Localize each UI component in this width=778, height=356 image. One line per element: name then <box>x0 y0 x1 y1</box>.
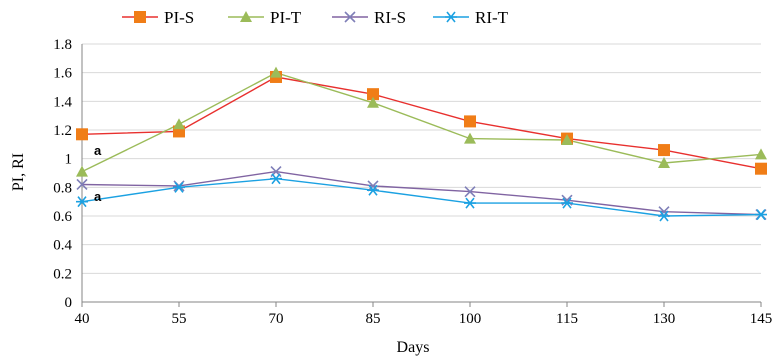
legend-marker-ri-t <box>445 11 457 23</box>
data-point-pi-s <box>76 128 88 141</box>
data-point-ri-t <box>173 181 185 193</box>
data-point-ri-s <box>464 186 476 198</box>
data-point-ri-s <box>367 180 379 192</box>
y-tick-label: 1.8 <box>53 37 72 53</box>
data-point-pi-t <box>270 66 282 78</box>
y-tick-label: 1.6 <box>53 66 72 82</box>
y-tick-label: 0.6 <box>53 209 72 225</box>
y-tick-label: 0.4 <box>53 238 72 254</box>
annotation-label: a <box>94 143 102 158</box>
x-tick-label: 115 <box>556 311 578 327</box>
data-point-pi-t <box>173 118 185 130</box>
series-line-ri-t <box>81 177 762 217</box>
data-point-ri-t <box>270 173 282 185</box>
data-point-ri-t <box>658 210 670 222</box>
annotations: aa <box>94 143 102 204</box>
y-axis-title: PI, RI <box>10 153 27 191</box>
axes <box>81 44 762 307</box>
x-tick-label: 100 <box>459 311 482 327</box>
data-point-ri-t <box>464 197 476 209</box>
data-point-pi-s <box>658 144 670 157</box>
legend-label-pi-s: PI-S <box>164 8 194 27</box>
legend-label-ri-s: RI-S <box>374 8 406 27</box>
data-point-ri-t <box>755 209 767 221</box>
legend-marker-ri-s <box>344 11 356 23</box>
data-point-ri-t <box>367 184 379 196</box>
data-point-ri-t <box>561 197 573 209</box>
data-point-pi-t <box>755 148 767 160</box>
data-point-pi-t <box>464 132 476 144</box>
series-line-pi-s <box>81 76 762 170</box>
x-tick-label: 85 <box>366 311 381 327</box>
x-tick-label: 145 <box>750 311 773 327</box>
series-markers <box>76 66 767 222</box>
data-point-pi-t <box>367 96 379 108</box>
data-point-pi-s <box>464 115 476 128</box>
y-tick-label: 1.4 <box>53 94 72 110</box>
x-tick-label: 130 <box>653 311 676 327</box>
data-point-pi-s <box>367 88 379 101</box>
data-point-pi-t <box>76 165 88 177</box>
legend-label-pi-t: PI-T <box>270 8 302 27</box>
series-line-ri-s <box>81 170 762 216</box>
legend-label-ri-t: RI-T <box>475 8 509 27</box>
y-tick-label: 1 <box>65 152 73 168</box>
legend: PI-S PI-T RI-S RI-T <box>122 8 509 27</box>
y-tick-label: 1.2 <box>53 123 72 139</box>
series-lines <box>81 71 762 217</box>
x-axis-title: Days <box>397 339 430 356</box>
data-point-pi-s <box>755 162 767 175</box>
data-point-ri-t <box>76 196 88 208</box>
y-tick-label: 0.8 <box>53 180 72 196</box>
tick-labels: 0 0.2 0.4 0.6 0.8 1 1.2 1.4 1.6 1.8 40 55 70 85 100 115… <box>53 37 772 327</box>
y-tick-label: 0 <box>65 295 73 311</box>
legend-marker-pi-t <box>240 11 252 22</box>
x-tick-label: 40 <box>75 311 90 327</box>
data-point-ri-s <box>658 206 670 218</box>
grid-lines <box>82 43 761 274</box>
legend-marker-pi-s <box>134 11 146 23</box>
data-point-pi-t <box>658 156 670 168</box>
x-tick-label: 70 <box>269 311 284 327</box>
series-line-pi-t <box>81 71 762 173</box>
annotation-label: a <box>94 189 102 204</box>
x-tick-label: 55 <box>172 311 187 327</box>
data-point-pi-t <box>561 134 573 146</box>
data-point-ri-s <box>76 178 88 191</box>
y-tick-label: 0.2 <box>53 266 72 282</box>
